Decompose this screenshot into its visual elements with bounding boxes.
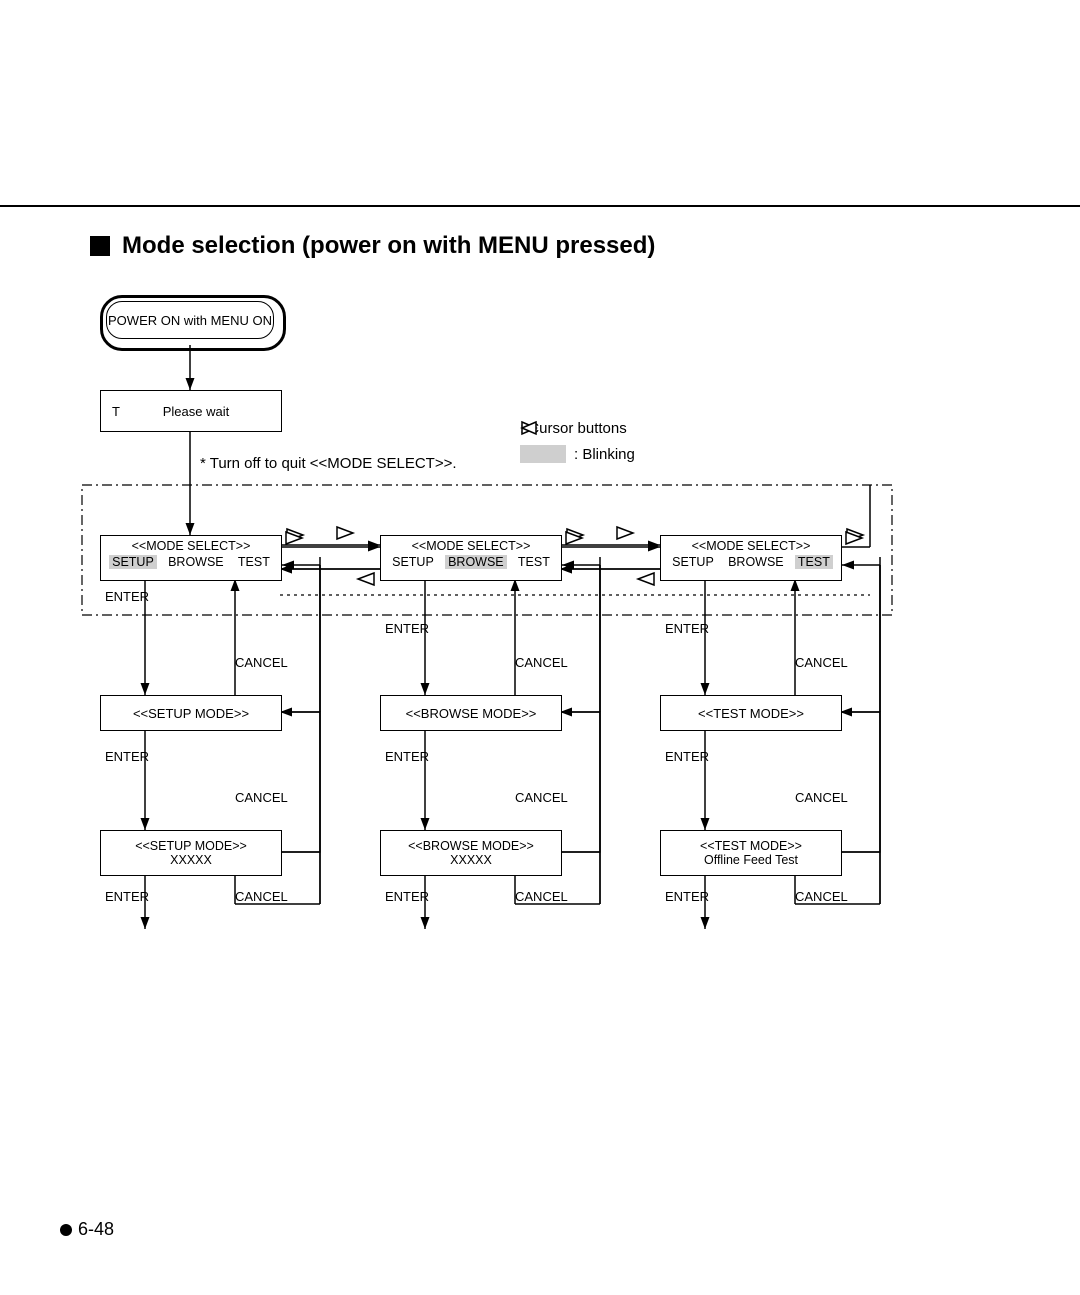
page-footer: 6-48: [60, 1219, 114, 1240]
cancel-label: CANCEL: [235, 889, 288, 904]
legend-blinking-row: : Blinking: [520, 445, 635, 463]
flowchart-diagram: POWER ON with MENU ON T Please wait * Tu…: [80, 295, 1000, 995]
cancel-label: CANCEL: [235, 790, 288, 805]
cancel-label: CANCEL: [795, 655, 848, 670]
square-bullet-icon: [90, 236, 110, 256]
enter-label: ENTER: [385, 749, 429, 764]
mode-select-header: <<MODE SELECT>>: [661, 536, 841, 553]
blink-swatch-icon: [520, 445, 566, 463]
mode-select-option: TEST: [515, 555, 553, 569]
cancel-label: CANCEL: [795, 889, 848, 904]
cancel-label: CANCEL: [515, 790, 568, 805]
mode-select-option: TEST: [235, 555, 273, 569]
section-title: Mode selection (power on with MENU press…: [122, 232, 655, 260]
turnoff-note: * Turn off to quit <<MODE SELECT>>.: [200, 455, 457, 472]
mode-select-option: BROWSE: [445, 555, 507, 569]
wait-box-left: T: [101, 404, 131, 419]
mode-sub-box-1: <<BROWSE MODE>>XXXXX: [380, 830, 562, 876]
mode-select-option: SETUP: [389, 555, 437, 569]
cancel-label: CANCEL: [515, 889, 568, 904]
start-terminal: POWER ON with MENU ON: [100, 295, 280, 345]
mode-select-option: BROWSE: [725, 555, 787, 569]
enter-label: ENTER: [105, 889, 149, 904]
please-wait-box: T Please wait: [100, 390, 282, 432]
legend-blinking-label: : Blinking: [574, 446, 635, 463]
enter-label: ENTER: [105, 749, 149, 764]
mode-select-option: BROWSE: [165, 555, 227, 569]
mode-box-0: <<SETUP MODE>>: [100, 695, 282, 731]
cancel-label: CANCEL: [795, 790, 848, 805]
horizontal-rule: [0, 205, 1080, 207]
wait-box-text: Please wait: [131, 404, 281, 419]
mode-sub-box-2: <<TEST MODE>>Offline Feed Test: [660, 830, 842, 876]
mode-select-header: <<MODE SELECT>>: [381, 536, 561, 553]
page: Mode selection (power on with MENU press…: [0, 0, 1080, 1295]
mode-select-option: TEST: [795, 555, 833, 569]
cancel-label: CANCEL: [515, 655, 568, 670]
mode-sub-box-0: <<SETUP MODE>>XXXXX: [100, 830, 282, 876]
enter-label: ENTER: [665, 749, 709, 764]
start-terminal-label: POWER ON with MENU ON: [106, 301, 274, 339]
mode-select-box-0: <<MODE SELECT>> SETUP BROWSE TEST: [100, 535, 282, 581]
mode-select-box-2: <<MODE SELECT>> SETUP BROWSE TEST: [660, 535, 842, 581]
enter-label: ENTER: [385, 621, 429, 636]
mode-select-option: SETUP: [109, 555, 157, 569]
footer-bullet-icon: [60, 1224, 72, 1236]
enter-label: ENTER: [665, 889, 709, 904]
page-number: 6-48: [78, 1219, 114, 1240]
cancel-label: CANCEL: [235, 655, 288, 670]
mode-select-box-1: <<MODE SELECT>> SETUP BROWSE TEST: [380, 535, 562, 581]
legend-cursor-row: : Cursor buttons: [520, 420, 635, 437]
enter-label: ENTER: [385, 889, 429, 904]
section-title-row: Mode selection (power on with MENU press…: [90, 232, 655, 260]
enter-label: ENTER: [105, 589, 149, 604]
mode-box-1: <<BROWSE MODE>>: [380, 695, 562, 731]
enter-label: ENTER: [665, 621, 709, 636]
mode-select-option: SETUP: [669, 555, 717, 569]
legend: : Cursor buttons : Blinking: [520, 420, 635, 463]
triangle-left-icon: [520, 420, 540, 436]
mode-box-2: <<TEST MODE>>: [660, 695, 842, 731]
mode-select-header: <<MODE SELECT>>: [101, 536, 281, 553]
